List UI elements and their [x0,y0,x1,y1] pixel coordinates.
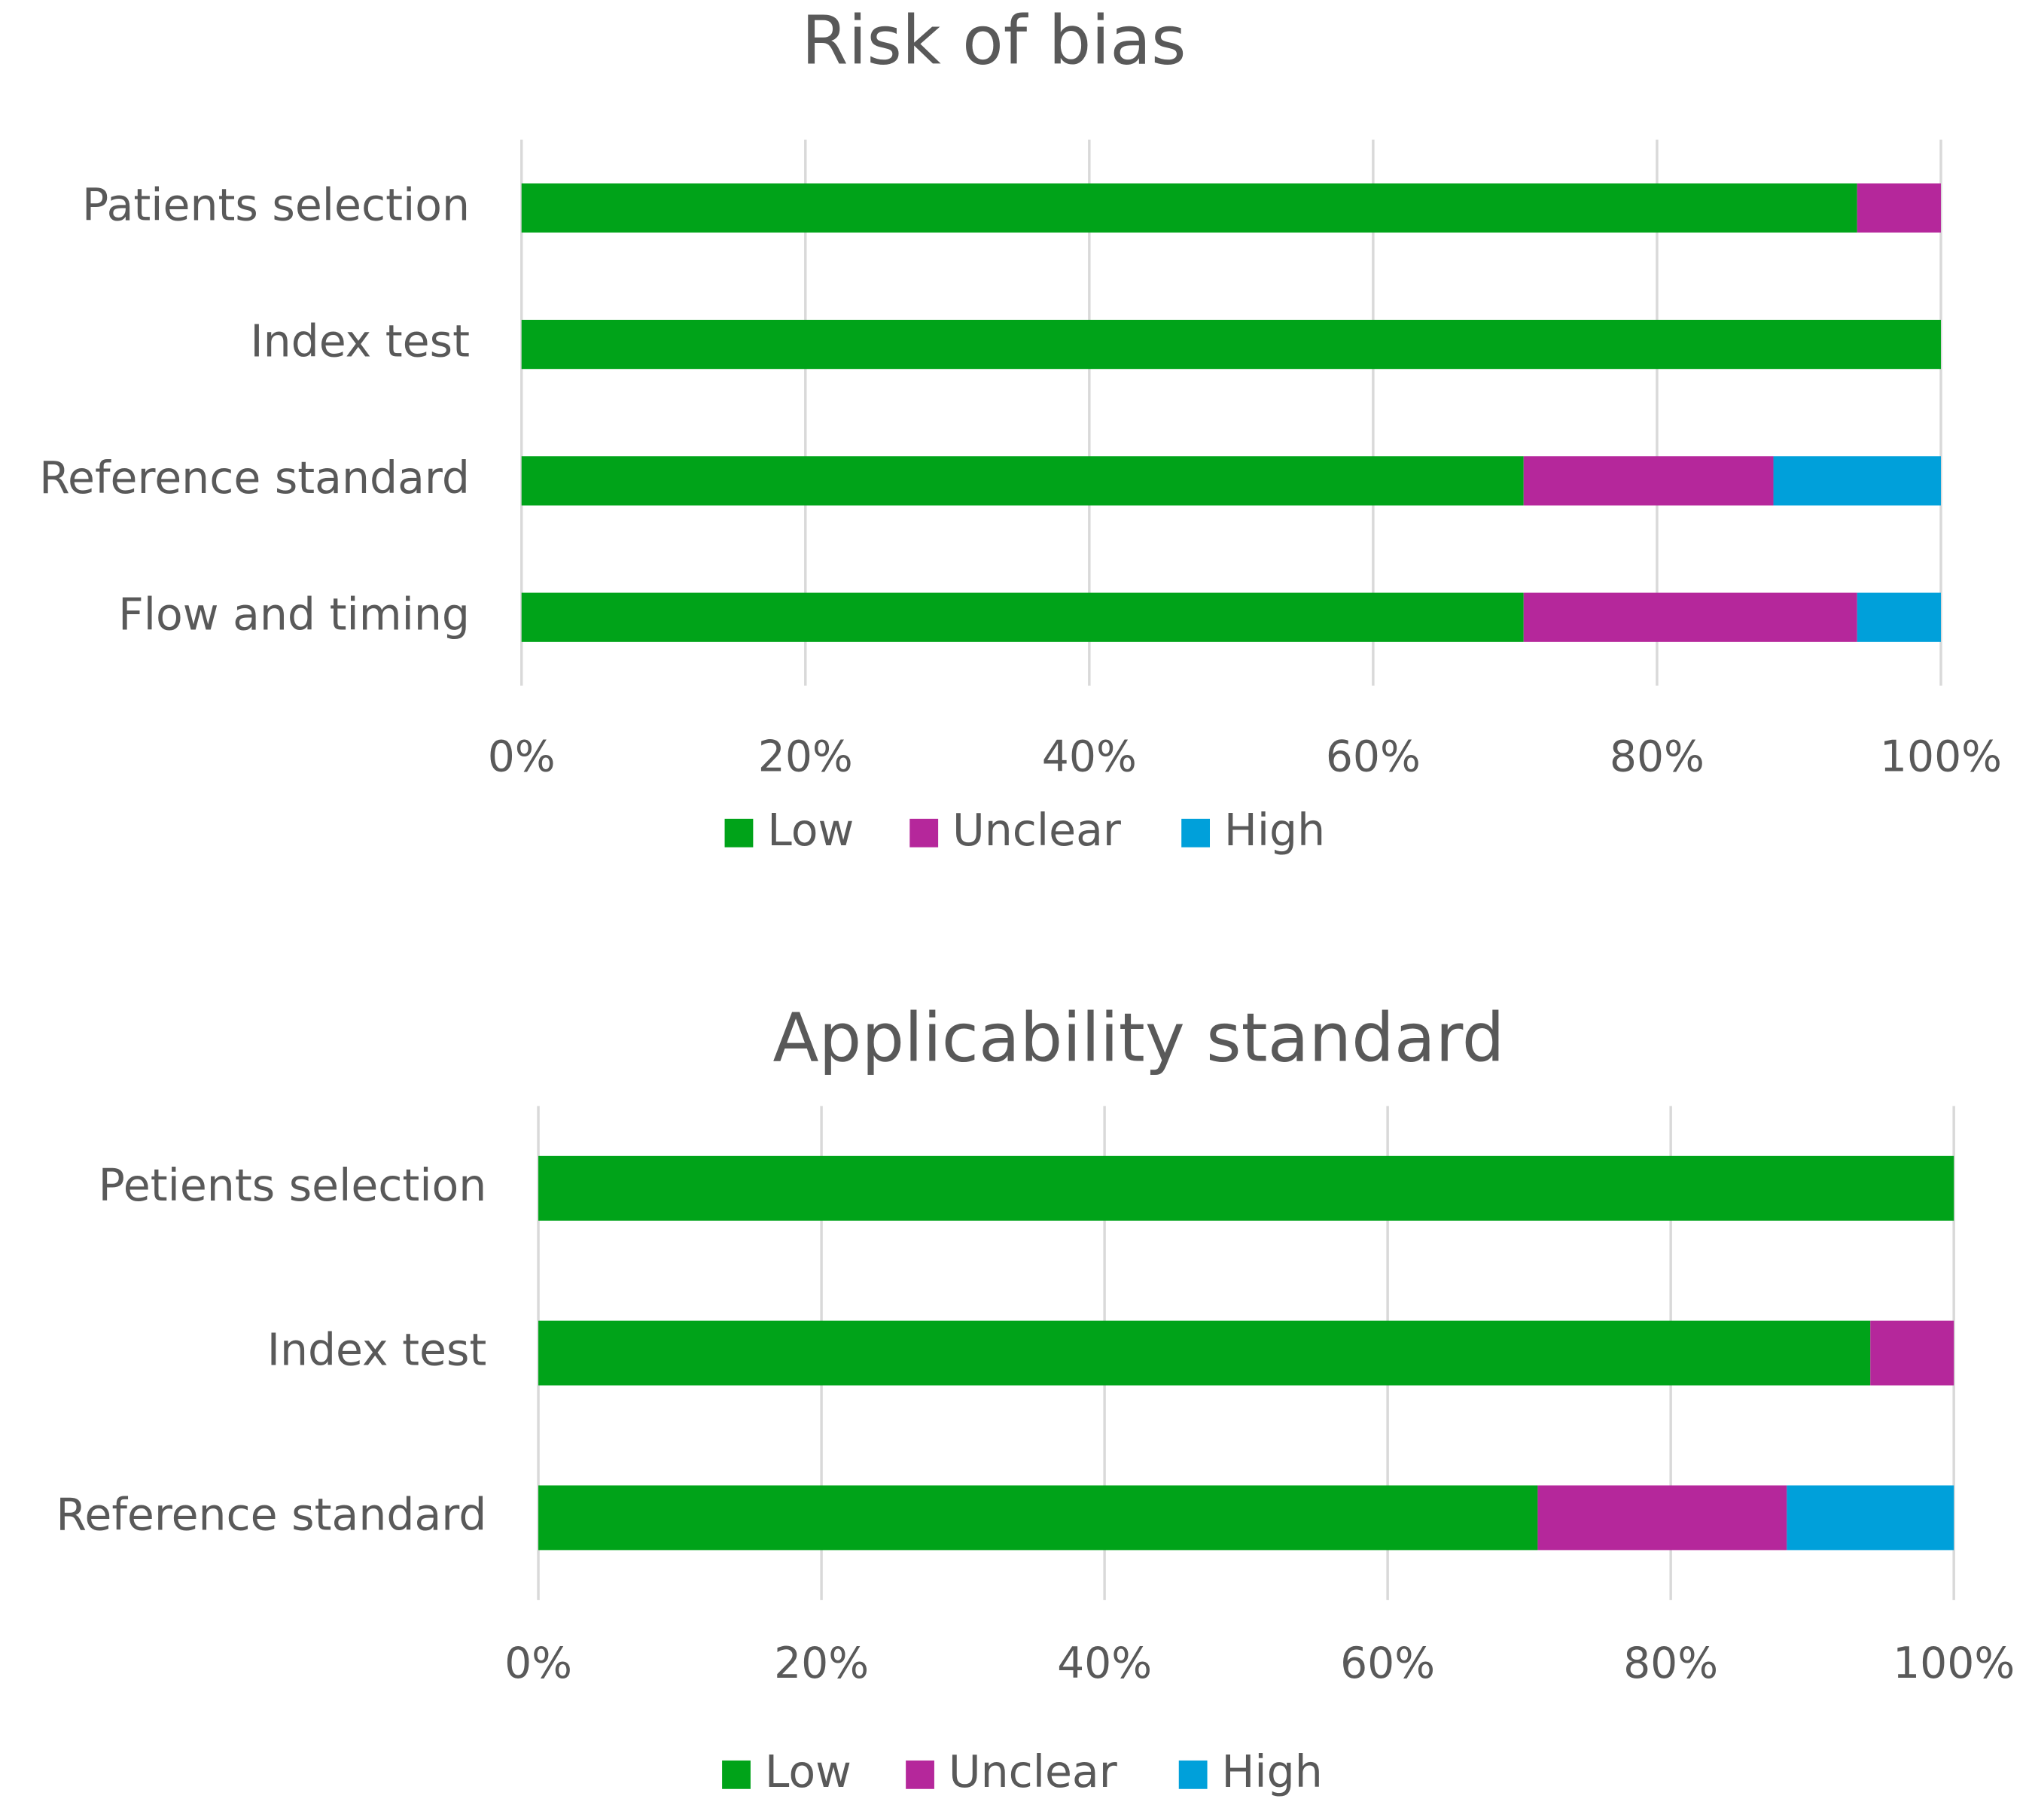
bar-segment [1523,592,1857,642]
bar-segment [521,183,1857,233]
x-tick-label: 40% [1057,1639,1152,1688]
legend-swatch [724,818,754,848]
bar-segment [538,1155,1954,1221]
x-tick-label: 0% [488,732,556,781]
legend-swatch [909,818,939,848]
category-label: Reference standard [39,452,470,504]
legend-label: Unclear [949,1746,1118,1797]
x-tick-label: 0% [504,1639,572,1688]
legend-swatch [1178,1760,1208,1789]
legend-label: Unclear [952,805,1122,856]
bar-segment [1523,456,1774,506]
x-tick-label: 40% [1042,732,1137,781]
category-label: Index test [250,316,470,367]
category-label: Flow and timing [118,589,470,640]
category-label: Reference standard [56,1490,486,1541]
legend-swatch [1181,818,1211,848]
legend-swatch [722,1760,751,1789]
bar-segment [1787,1485,1954,1551]
bar-segment [538,1320,1871,1386]
legend-label: High [1221,1746,1322,1797]
category-label: Index test [267,1325,487,1376]
legend-swatch [906,1760,934,1789]
legend-label: Low [767,805,854,856]
legend-label: Low [765,1746,852,1797]
x-tick-label: 60% [1340,1639,1435,1688]
chart-title: Applicability standard [772,1000,1504,1078]
x-tick-label: 60% [1326,732,1421,781]
bar-segment [1537,1485,1787,1551]
category-label: Patients selection [82,179,470,230]
bar-segment [538,1485,1538,1551]
x-tick-label: 20% [774,1639,869,1688]
x-tick-label: 100% [1880,732,2002,781]
legend-label: High [1224,805,1325,856]
bar-segment [1870,1320,1954,1386]
bar-segment [521,592,1524,642]
category-label: Petients selection [99,1160,487,1211]
x-tick-label: 100% [1893,1639,2015,1688]
bar-segment [1857,592,1941,642]
chart-title: Risk of bias [801,2,1186,81]
x-tick-label: 80% [1610,732,1705,781]
bar-segment [1857,183,1941,233]
bar-segment [521,456,1524,506]
bar-segment [1773,456,1941,506]
x-tick-label: 80% [1623,1639,1718,1688]
bar-segment [521,319,1941,370]
x-tick-label: 20% [758,732,853,781]
